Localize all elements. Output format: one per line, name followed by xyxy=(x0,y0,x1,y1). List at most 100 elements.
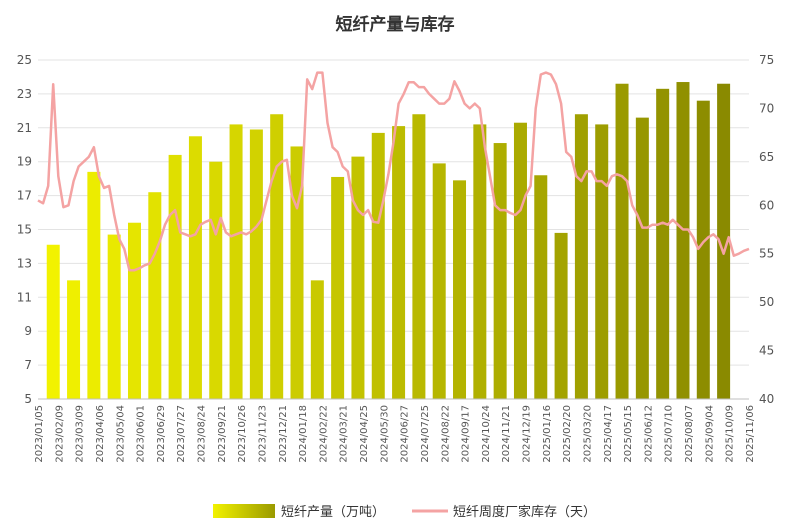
x-tick-label: 2023/11/23 xyxy=(257,405,268,463)
x-tick-label: 2023/06/01 xyxy=(136,405,147,463)
y-tick-label: 23 xyxy=(17,87,32,101)
y2-tick-label: 65 xyxy=(759,150,774,164)
x-tick-label: 2023/02/09 xyxy=(54,405,65,463)
bar xyxy=(554,232,568,399)
bar xyxy=(351,156,365,399)
x-tick-label: 2024/10/24 xyxy=(481,405,492,463)
bar-series xyxy=(46,82,731,400)
chart-title: 短纤产量与库存 xyxy=(336,14,455,35)
x-tick-label: 2024/09/17 xyxy=(461,405,472,463)
x-tick-label: 2024/08/22 xyxy=(440,405,451,463)
bar xyxy=(473,124,487,399)
y-tick-label: 11 xyxy=(17,290,32,304)
bar xyxy=(574,114,588,400)
x-tick-label: 2025/03/20 xyxy=(582,405,593,463)
x-tick-label: 2023/03/09 xyxy=(75,405,86,463)
legend: 短纤产量（万吨） 短纤周度厂家库存（天） xyxy=(213,504,596,520)
bar xyxy=(127,222,141,399)
x-tick-label: 2024/12/19 xyxy=(522,405,533,463)
y-tick-label: 13 xyxy=(17,256,32,270)
x-tick-label: 2023/04/06 xyxy=(95,405,106,463)
y-axis-left: 5 7 9 11 13 15 17 19 21 23 25 xyxy=(17,53,32,406)
bar xyxy=(188,136,202,399)
legend-bar-label: 短纤产量（万吨） xyxy=(281,505,385,520)
x-tick-label: 2024/01/18 xyxy=(298,405,309,463)
bar xyxy=(249,129,263,399)
bar xyxy=(371,132,385,399)
y-tick-label: 7 xyxy=(24,358,32,372)
y2-tick-label: 50 xyxy=(759,295,774,309)
y-tick-label: 21 xyxy=(17,121,32,135)
x-tick-label: 2023/09/21 xyxy=(217,405,228,463)
x-tick-label: 2025/11/06 xyxy=(745,405,756,463)
x-tick-label: 2025/02/20 xyxy=(562,405,573,463)
y-tick-label: 9 xyxy=(24,324,32,338)
bar xyxy=(67,280,81,399)
x-tick-label: 2024/11/21 xyxy=(501,405,512,463)
bar xyxy=(656,88,670,399)
x-tick-label: 2023/07/27 xyxy=(176,405,187,463)
x-tick-label: 2025/06/12 xyxy=(643,405,654,463)
x-axis: 2023/01/05 2023/02/09 2023/03/09 2023/04/06… xyxy=(34,398,756,463)
bar xyxy=(513,122,527,399)
x-tick-label: 2024/05/30 xyxy=(379,405,390,463)
bar xyxy=(107,234,121,399)
bar xyxy=(453,180,467,399)
legend-bar-swatch xyxy=(213,504,275,518)
bar xyxy=(595,124,609,399)
bar xyxy=(331,176,345,399)
bar xyxy=(432,163,446,399)
y-tick-label: 25 xyxy=(17,53,32,67)
y2-tick-label: 45 xyxy=(759,344,774,358)
x-tick-label: 2025/10/09 xyxy=(725,405,736,463)
x-tick-label: 2023/01/05 xyxy=(34,405,45,463)
bar xyxy=(310,280,324,399)
bar xyxy=(229,124,243,399)
line-series xyxy=(37,71,750,272)
y-tick-label: 15 xyxy=(17,223,32,237)
x-tick-label: 2024/02/22 xyxy=(318,405,329,463)
x-tick-label: 2025/05/15 xyxy=(623,405,634,463)
x-tick-label: 2023/10/26 xyxy=(237,405,248,463)
x-tick-label: 2025/07/10 xyxy=(664,405,675,463)
x-tick-label: 2024/07/25 xyxy=(420,405,431,463)
x-tick-label: 2023/12/21 xyxy=(278,405,289,463)
bar xyxy=(717,83,731,399)
x-tick-label: 2023/05/04 xyxy=(115,405,126,463)
y2-tick-label: 40 xyxy=(759,392,774,406)
y-axis-right: 40 45 50 55 60 65 70 75 xyxy=(759,53,774,406)
bar xyxy=(87,171,101,399)
bar xyxy=(209,161,223,399)
x-tick-label: 2025/08/07 xyxy=(684,405,695,463)
legend-line-label: 短纤周度厂家库存（天） xyxy=(453,504,596,520)
y2-tick-label: 60 xyxy=(759,198,774,212)
bar xyxy=(635,117,649,399)
bar xyxy=(676,82,690,399)
y2-tick-label: 75 xyxy=(759,53,774,67)
y-tick-label: 17 xyxy=(17,189,32,203)
y-tick-label: 19 xyxy=(17,155,32,169)
y2-tick-label: 55 xyxy=(759,247,774,261)
x-tick-label: 2023/06/29 xyxy=(156,405,167,463)
bar xyxy=(392,126,406,399)
y2-tick-label: 70 xyxy=(759,101,774,115)
x-tick-label: 2024/06/27 xyxy=(400,405,411,463)
x-tick-label: 2025/01/16 xyxy=(542,405,553,463)
x-tick-label: 2024/03/21 xyxy=(339,405,350,463)
bar xyxy=(615,83,629,399)
bar xyxy=(290,146,304,399)
bar xyxy=(148,192,162,399)
x-tick-label: 2024/04/25 xyxy=(359,405,370,463)
bar xyxy=(168,154,182,399)
bar xyxy=(493,143,507,399)
bar xyxy=(696,100,710,400)
x-tick-label: 2025/09/04 xyxy=(704,405,715,463)
bar xyxy=(46,244,60,399)
inventory-line xyxy=(37,71,750,272)
y-tick-label: 5 xyxy=(24,392,32,406)
x-tick-label: 2025/04/17 xyxy=(603,405,614,463)
bar xyxy=(534,175,548,399)
bar xyxy=(270,114,284,400)
bar xyxy=(412,114,426,400)
